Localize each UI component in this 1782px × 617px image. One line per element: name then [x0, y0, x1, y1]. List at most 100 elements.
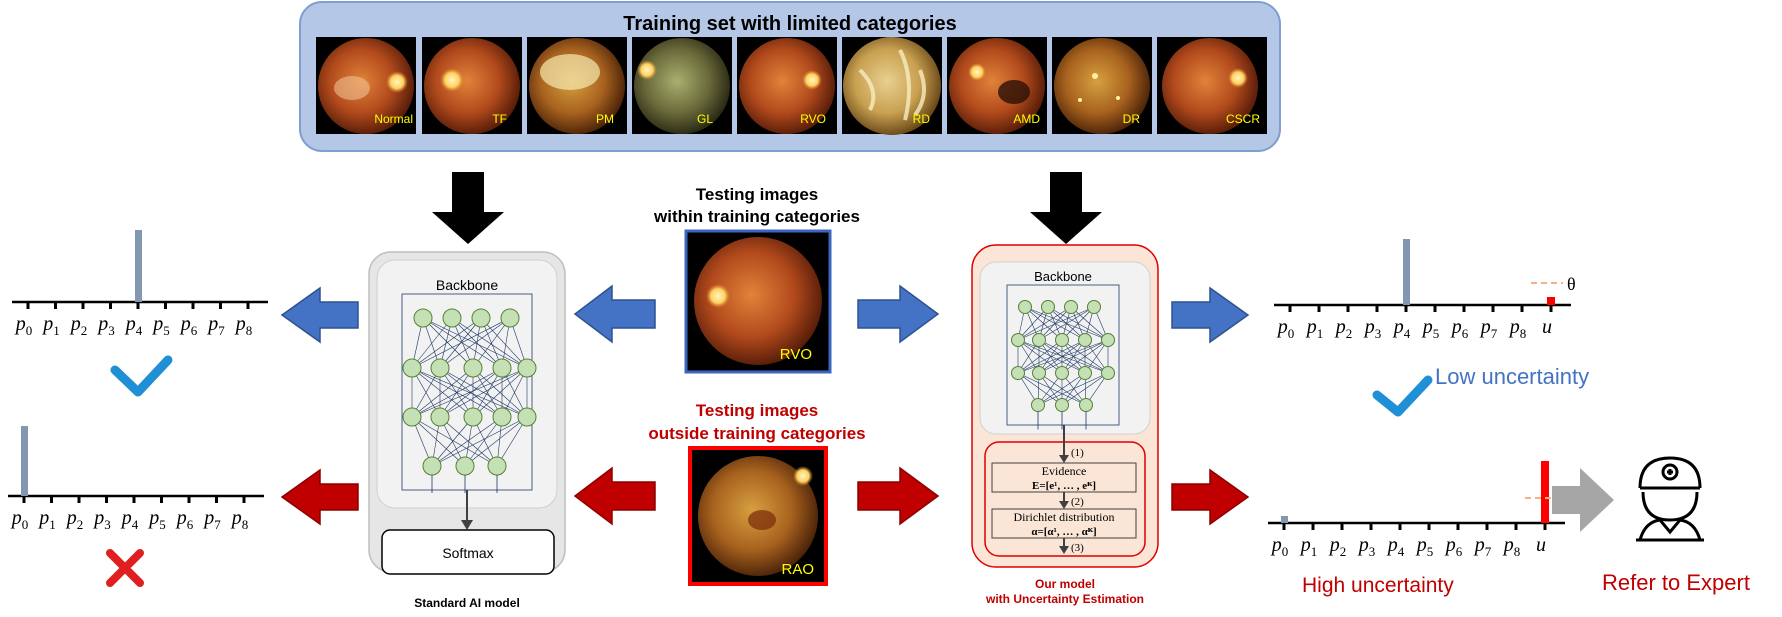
class-label: p7 [1473, 534, 1492, 559]
class-label: p2 [1334, 316, 1353, 341]
network-edge [1038, 306, 1095, 341]
network-node [492, 358, 512, 378]
probability-bar [21, 426, 28, 496]
class-label: p4 [124, 313, 143, 338]
network-node [1032, 333, 1046, 347]
network-edge [464, 416, 528, 467]
network-node [1055, 333, 1069, 347]
class-label: p8 [230, 507, 249, 532]
network-edge [411, 367, 474, 418]
network-node [455, 456, 475, 476]
class-label: p7 [206, 313, 225, 338]
class-label: p1 [1305, 316, 1324, 341]
fundus-amd: AMD [947, 37, 1047, 134]
output-axis-standard-top: p0 p1 p2 p3 p4 p5 p6 p7 p8 [12, 230, 268, 338]
network-edge [480, 317, 528, 369]
arrow-test-to-standard-blue [573, 284, 656, 344]
network-edge [411, 317, 453, 369]
standard-model-caption: Standard AI model [414, 596, 520, 610]
network-node [1087, 300, 1101, 314]
low-uncertainty-label: Low uncertainty [1435, 364, 1589, 389]
fundus-rd: RD [842, 37, 942, 135]
class-label: p5 [147, 507, 166, 532]
class-label: p2 [1328, 534, 1347, 559]
softmax-label: Softmax [442, 545, 493, 561]
network-node [1078, 366, 1092, 380]
fundus-pm: PM [527, 37, 627, 134]
network-node [500, 308, 520, 328]
doctor-icon [1636, 456, 1704, 542]
network-node [413, 308, 433, 328]
network-edge [439, 317, 511, 369]
testing-within-line2: within training categories [653, 207, 860, 226]
our-backbone-label: Backbone [1034, 269, 1092, 284]
network-edge [1038, 372, 1087, 406]
network-node [463, 358, 483, 378]
cross-icon-standard [106, 549, 144, 587]
class-label: p3 [96, 313, 115, 338]
class-label: p4 [1386, 534, 1405, 559]
network-edge [1061, 372, 1109, 406]
category-label: GL [697, 112, 713, 126]
network-node [1064, 300, 1078, 314]
class-label: p1 [1299, 534, 1318, 559]
class-label: p3 [1357, 534, 1376, 559]
arrow-test-to-ours-red [857, 466, 940, 526]
network-edge [439, 367, 503, 418]
arrow-ours-to-output-blue [1171, 286, 1250, 344]
standard-connector-head [461, 520, 473, 530]
network-edge [472, 317, 511, 369]
network-edge [1017, 306, 1095, 341]
network-node [1032, 366, 1046, 380]
probability-bar [135, 230, 142, 302]
test-image-label-rvo: RVO [780, 346, 812, 363]
test-image-rvo: RVO [684, 229, 832, 374]
fundus-tf: TF [422, 37, 522, 134]
evidence-formula: E=[e¹, … , eᴷ] [1032, 480, 1096, 492]
arrow-test-to-ours-blue [857, 284, 940, 344]
category-label: TF [492, 112, 507, 126]
class-label: p2 [65, 507, 84, 532]
network-edge [1038, 306, 1072, 341]
network-node [402, 407, 422, 427]
network-node [1055, 398, 1069, 412]
our-network [1011, 300, 1115, 430]
uncertainty-label: u [1542, 316, 1552, 338]
network-edge [451, 317, 528, 369]
refer-arrow [1552, 468, 1614, 532]
network-edge [1037, 372, 1086, 406]
network-node [430, 407, 450, 427]
class-label: p0 [1276, 316, 1295, 341]
network-edge [411, 317, 482, 369]
network-node [517, 358, 537, 378]
class-label: p6 [1450, 316, 1469, 341]
class-label: p8 [1502, 534, 1521, 559]
category-label: PM [596, 112, 614, 126]
network-edge [464, 416, 503, 467]
threshold-label: θ [1567, 274, 1576, 294]
network-edge [439, 416, 498, 467]
class-label: p5 [1415, 534, 1434, 559]
high-uncertainty-label: High uncertainty [1302, 574, 1454, 597]
network-node [487, 456, 507, 476]
network-edge [411, 416, 498, 467]
dirichlet-formula: α=[α¹, … , αᴷ] [1031, 526, 1096, 538]
network-node [422, 456, 442, 476]
network-edge [1038, 339, 1086, 374]
arrow-test-to-standard-red [573, 466, 656, 526]
network-edge [411, 367, 503, 418]
network-node [517, 407, 537, 427]
class-label: p7 [202, 507, 221, 532]
network-edge [1017, 306, 1072, 341]
category-label: CSCR [1226, 112, 1260, 126]
class-label: p2 [69, 313, 88, 338]
arrow-ours-to-output-red [1171, 468, 1250, 526]
class-label: p6 [175, 507, 194, 532]
standard-network [402, 308, 537, 493]
probability-bar [1403, 239, 1410, 305]
network-node [430, 358, 450, 378]
step1-head [1059, 455, 1069, 463]
our-model-caption-line2: with Uncertainty Estimation [985, 592, 1144, 606]
